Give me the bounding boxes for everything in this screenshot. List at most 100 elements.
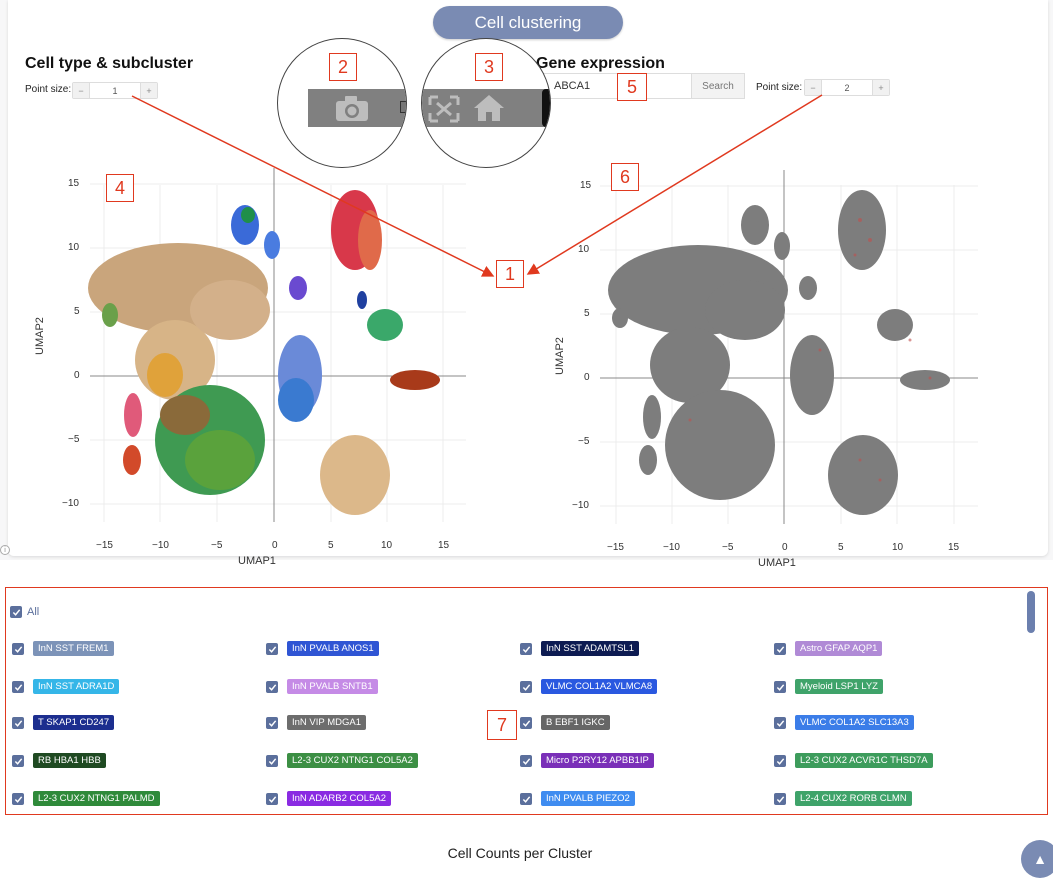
cluster-label[interactable]: InN SST ADAMTSL1 [541,641,639,656]
cluster-checkbox[interactable] [774,717,786,729]
cluster-checkbox[interactable] [774,681,786,693]
right-y-tick: 15 [580,180,592,191]
left-y-tick: 5 [74,306,80,317]
cell-clustering-tab[interactable]: Cell clustering [433,6,623,39]
cluster-checkbox[interactable] [774,793,786,805]
left-x-tick: 5 [328,540,334,551]
cluster-label[interactable]: InN PVALB SNTB1 [287,679,378,694]
right-x-tick: −5 [722,542,734,553]
cluster-checkbox[interactable] [520,717,532,729]
cluster-label[interactable]: InN SST FREM1 [33,641,114,656]
cluster-checkbox[interactable] [266,755,278,767]
cluster-checkbox[interactable] [266,681,278,693]
cluster-checkbox[interactable] [266,717,278,729]
callout-7: 7 [487,710,517,740]
cluster-label[interactable]: Myeloid LSP1 LYZ [795,679,883,694]
left-x-tick: −15 [96,540,113,551]
all-checkbox[interactable] [10,606,22,618]
right-x-tick: −10 [663,542,680,553]
cluster-label[interactable]: B EBF1 IGKC [541,715,610,730]
right-x-tick: −15 [607,542,624,553]
cluster-checkbox[interactable] [12,793,24,805]
right-y-tick: 0 [584,372,590,383]
cell-type-heading: Cell type & subcluster [25,55,194,72]
right-x-tick: 15 [948,542,960,553]
left-y-tick: −5 [68,434,80,445]
cluster-checkbox[interactable] [774,755,786,767]
cluster-checkbox[interactable] [12,681,24,693]
callout-1: 1 [496,260,524,288]
left-x-tick: 0 [272,540,278,551]
left-point-size-value[interactable]: 1 [89,83,141,98]
cluster-label[interactable]: L2-4 CUX2 RORB CLMN [795,791,912,806]
cluster-label[interactable]: T SKAP1 CD247 [33,715,115,730]
right-x-tick: 10 [892,542,904,553]
left-x-tick: −10 [152,540,169,551]
cluster-checkbox[interactable] [520,681,532,693]
right-point-size-stepper[interactable]: − 2 + [804,79,890,96]
cluster-label[interactable]: VLMC COL1A2 VLMCA8 [541,679,658,694]
right-y-axis-title: UMAP2 [554,337,566,375]
callout-4: 4 [106,174,134,202]
cluster-checkbox[interactable] [12,717,24,729]
left-y-axis-title: UMAP2 [34,317,46,355]
cluster-checkbox[interactable] [12,643,24,655]
callout-3: 3 [475,53,503,81]
legend-scrollbar[interactable] [1027,591,1035,633]
cluster-label[interactable]: InN ADARB2 COL5A2 [287,791,391,806]
gene-expression-heading: Gene expression [536,55,665,72]
left-x-tick: 15 [438,540,450,551]
left-y-tick: 0 [74,370,80,381]
left-x-axis-title: UMAP1 [238,555,276,567]
cluster-checkbox[interactable] [774,643,786,655]
cell-type-umap-plot[interactable] [60,160,480,540]
cluster-label[interactable]: L2-3 CUX2 ACVR1C THSD7A [795,753,933,768]
cluster-checkbox[interactable] [266,643,278,655]
cell-counts-title: Cell Counts per Cluster [447,845,593,861]
cluster-checkbox[interactable] [520,755,532,767]
left-x-tick: −5 [211,540,223,551]
left-y-tick: 15 [68,178,80,189]
info-icon[interactable]: i [0,545,10,555]
cluster-label[interactable]: L2-3 CUX2 NTNG1 PALMD [33,791,160,806]
gene-expression-umap-plot[interactable] [570,160,990,540]
gene-expression-clusters [608,190,950,515]
left-point-size-stepper[interactable]: − 1 + [72,82,158,99]
cluster-label[interactable]: InN VIP MDGA1 [287,715,366,730]
callout-5: 5 [617,73,647,101]
increment-button[interactable]: + [873,80,889,95]
scroll-to-top-button[interactable]: ▲ [1021,840,1053,878]
right-y-tick: −10 [572,500,589,511]
cluster-label[interactable]: InN PVALB PIEZO2 [541,791,635,806]
cluster-checkbox[interactable] [520,793,532,805]
home-icon[interactable] [472,93,506,123]
right-x-axis-title: UMAP1 [758,557,796,569]
cluster-label[interactable]: VLMC COL1A2 SLC13A3 [795,715,914,730]
cluster-label[interactable]: RB HBA1 HBB [33,753,106,768]
autoscale-icon[interactable] [426,93,462,125]
callout-2: 2 [329,53,357,81]
gene-search-button[interactable]: Search [691,73,745,99]
increment-button[interactable]: + [141,83,157,98]
cluster-checkbox[interactable] [12,755,24,767]
decrement-button[interactable]: − [805,80,821,95]
cluster-label[interactable]: Micro P2RY12 APBB1IP [541,753,654,768]
cluster-checkbox[interactable] [266,793,278,805]
cluster-label[interactable]: Astro GFAP AQP1 [795,641,883,656]
cluster-label[interactable]: InN PVALB ANOS1 [287,641,379,656]
right-y-tick: −5 [578,436,590,447]
cluster-label[interactable]: InN SST ADRA1D [33,679,120,694]
right-x-tick: 5 [838,542,844,553]
left-y-tick: 10 [68,242,80,253]
camera-icon[interactable] [334,93,370,123]
cluster-label[interactable]: L2-3 CUX2 NTNG1 COL5A2 [287,753,418,768]
decrement-button[interactable]: − [73,83,89,98]
right-y-tick: 5 [584,308,590,319]
gene-search-input[interactable]: ABCA1 [537,73,691,99]
right-x-tick: 0 [782,542,788,553]
left-x-tick: 10 [381,540,393,551]
right-point-size-value[interactable]: 2 [821,80,873,95]
cluster-checkbox[interactable] [520,643,532,655]
right-y-tick: 10 [578,244,590,255]
all-label: All [27,606,40,618]
